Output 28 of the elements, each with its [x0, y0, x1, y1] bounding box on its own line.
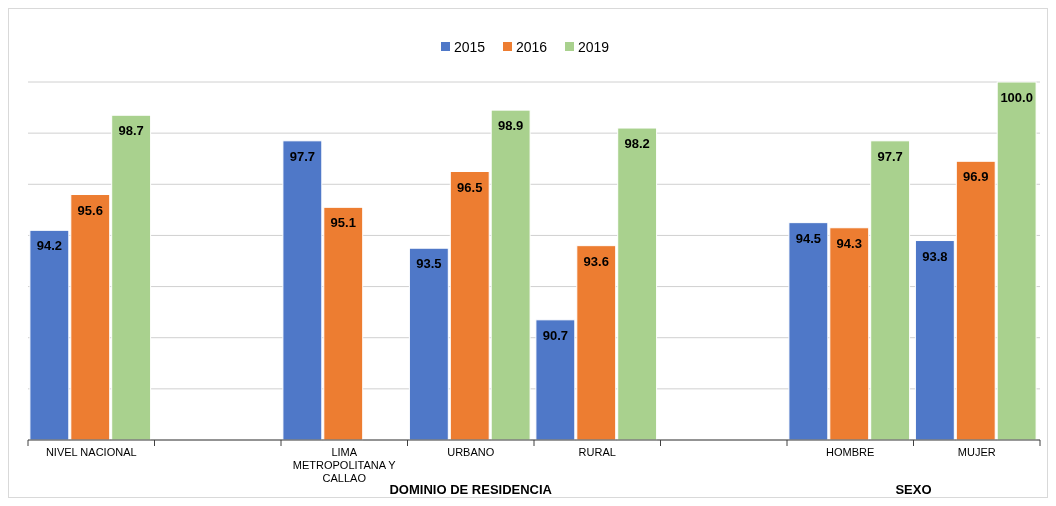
x-tick-label: NIVEL NACIONAL	[45, 446, 137, 458]
data-label: 93.5	[416, 256, 442, 272]
data-label: 94.2	[36, 238, 62, 254]
data-label: 97.7	[877, 148, 903, 164]
x-tick-label: RURAL	[578, 446, 616, 458]
data-label: 94.5	[795, 230, 821, 246]
data-label: 98.7	[118, 123, 144, 139]
data-label: 96.5	[457, 179, 483, 195]
data-label: 97.7	[289, 148, 315, 164]
data-label: 95.1	[330, 215, 356, 231]
text: DOMINIO DE RESIDENCIA	[389, 482, 553, 497]
data-label: 93.8	[922, 248, 948, 264]
data-label: 90.7	[542, 327, 568, 343]
legend-label: 2016	[516, 39, 548, 55]
x-tick-label: MUJER	[957, 446, 996, 458]
data-label: 94.3	[836, 235, 862, 251]
data-label: 96.9	[963, 169, 989, 185]
x-tick-label: URBANO	[447, 446, 495, 458]
legend-label: 2019	[578, 39, 610, 55]
x-tick-label: LIMA METROPOLITANA Y CALLAO	[292, 446, 397, 484]
data-label: 93.6	[583, 253, 609, 269]
data-label: 95.6	[77, 202, 103, 218]
data-label: 100.0	[1000, 90, 1033, 105]
data-label: 98.9	[498, 118, 524, 134]
x-tick-label: HOMBRE	[826, 446, 875, 458]
legend-label: 2015	[454, 39, 486, 55]
text: SEXO	[895, 482, 932, 497]
data-label: 98.2	[624, 136, 650, 152]
